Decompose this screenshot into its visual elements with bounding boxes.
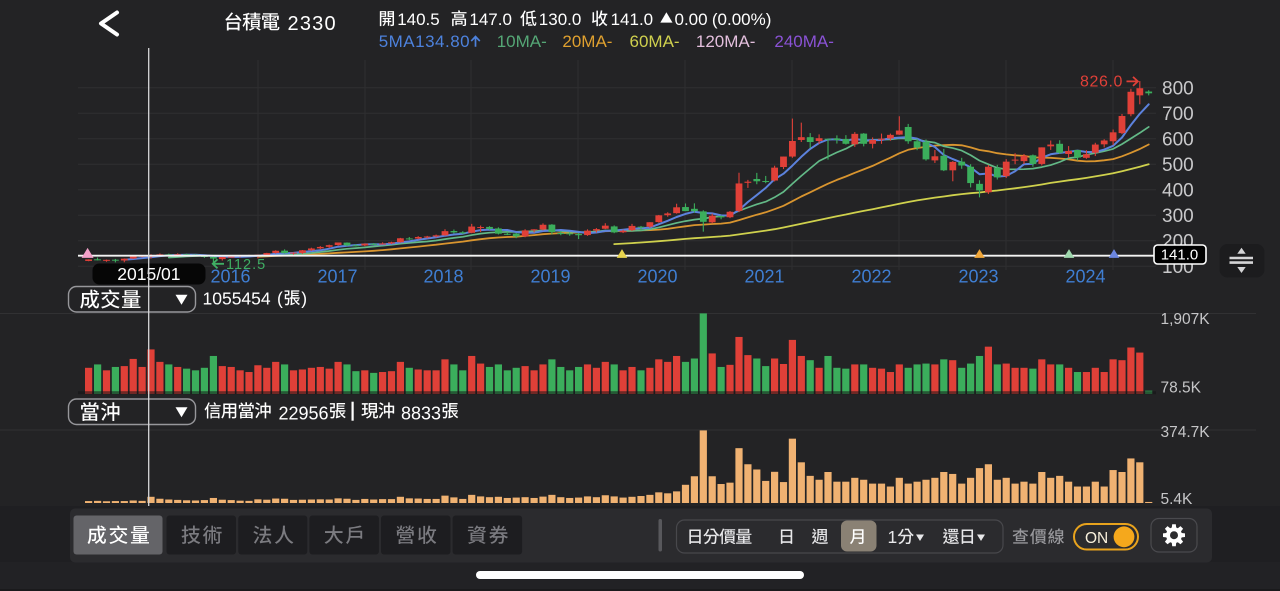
svg-text:(0.00%): (0.00%)	[712, 10, 772, 29]
svg-text:(: (	[277, 289, 283, 309]
svg-text:2022: 2022	[851, 267, 891, 287]
svg-text:22956: 22956	[279, 403, 329, 423]
svg-text:2019: 2019	[530, 267, 570, 287]
svg-text:700: 700	[1162, 104, 1194, 125]
svg-text:1,907K: 1,907K	[1161, 311, 1211, 328]
svg-text:10MA-: 10MA-	[497, 32, 547, 51]
svg-text:20MA-: 20MA-	[562, 32, 612, 51]
svg-text:112.5: 112.5	[226, 257, 266, 273]
svg-text:141.0: 141.0	[611, 10, 654, 29]
svg-text:60MA-: 60MA-	[630, 32, 680, 51]
svg-text:ON: ON	[1085, 530, 1108, 547]
svg-text:826.0: 826.0	[1080, 74, 1123, 91]
svg-text:1055454: 1055454	[203, 289, 271, 309]
svg-text:147.0: 147.0	[469, 10, 512, 29]
svg-text:500: 500	[1162, 155, 1194, 176]
svg-text:5.4K: 5.4K	[1161, 491, 1194, 508]
svg-text:120MA-: 120MA-	[696, 32, 756, 51]
svg-text:): )	[301, 289, 307, 309]
svg-text:240MA-: 240MA-	[774, 32, 834, 51]
svg-text:141.0: 141.0	[1161, 246, 1199, 263]
svg-text:130.0: 130.0	[539, 10, 582, 29]
svg-text:2018: 2018	[423, 267, 463, 287]
svg-text:78.5K: 78.5K	[1161, 380, 1202, 397]
svg-text:2017: 2017	[317, 267, 357, 287]
svg-text:374.7K: 374.7K	[1161, 424, 1211, 441]
svg-text:5MA134.80: 5MA134.80	[379, 32, 470, 51]
svg-text:2020: 2020	[637, 267, 677, 287]
svg-text:300: 300	[1162, 206, 1194, 227]
svg-text:2016: 2016	[210, 267, 250, 287]
svg-text:800: 800	[1162, 78, 1194, 99]
svg-text:2023: 2023	[958, 267, 998, 287]
svg-text:400: 400	[1162, 180, 1194, 201]
svg-text:600: 600	[1162, 129, 1194, 150]
svg-text:140.5: 140.5	[397, 10, 440, 29]
svg-text:2024: 2024	[1065, 267, 1105, 287]
svg-text:8833: 8833	[401, 403, 441, 423]
svg-text:2330: 2330	[288, 13, 337, 35]
svg-text:0.00: 0.00	[675, 10, 708, 29]
svg-text:2021: 2021	[744, 267, 784, 287]
svg-text:1: 1	[888, 527, 898, 547]
